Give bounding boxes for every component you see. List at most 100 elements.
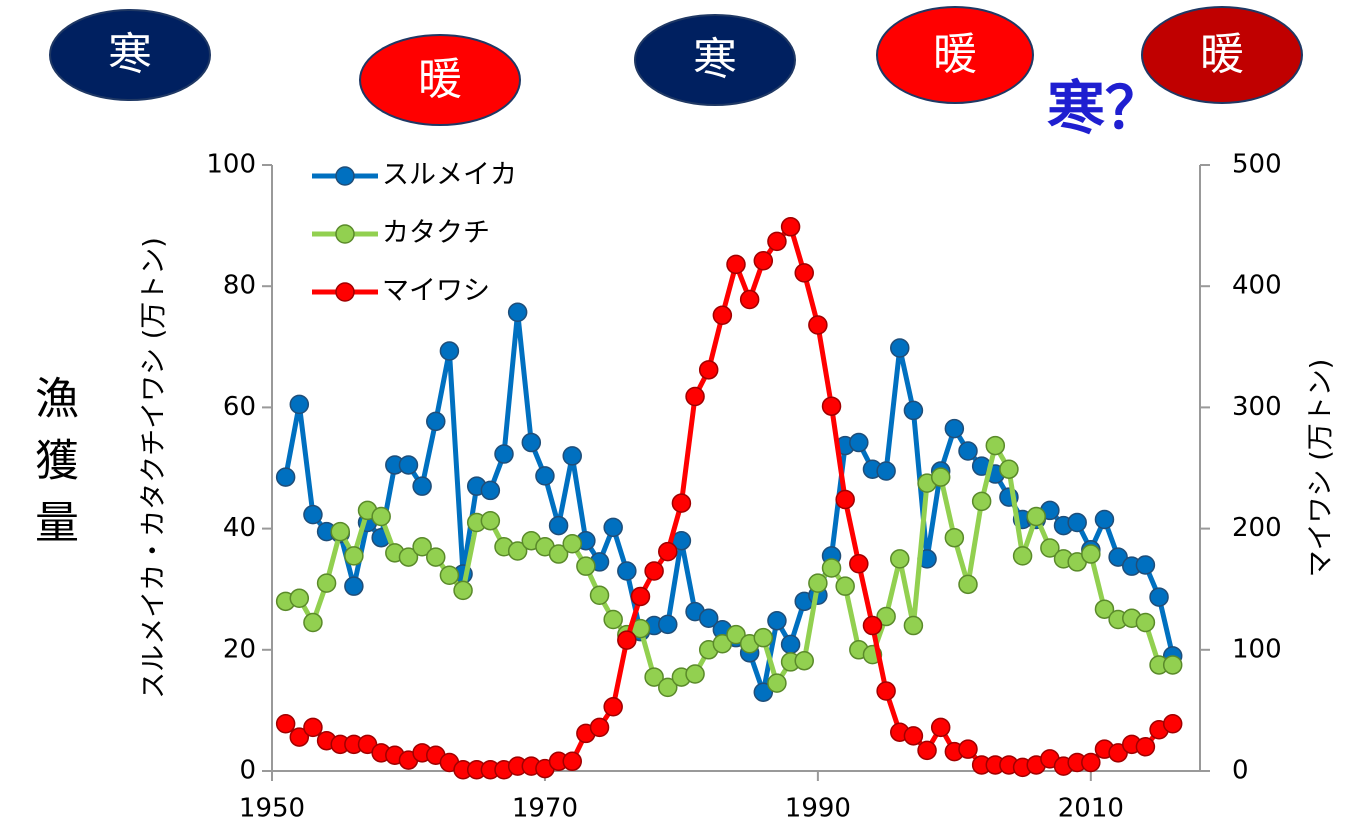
series-marker bbox=[412, 476, 432, 496]
series-marker bbox=[658, 541, 678, 562]
series-marker bbox=[876, 681, 896, 701]
series-marker bbox=[507, 541, 528, 561]
climate-label: 暖 bbox=[1200, 29, 1244, 80]
y-tick-label: 0 bbox=[239, 756, 256, 786]
y-tick-label: 60 bbox=[223, 392, 256, 422]
series-marker bbox=[808, 315, 828, 335]
series-marker bbox=[344, 576, 364, 596]
series-marker bbox=[316, 573, 337, 593]
series-marker bbox=[685, 386, 705, 407]
climate-oval bbox=[634, 14, 796, 106]
series-marker bbox=[890, 549, 910, 569]
series-marker bbox=[985, 435, 1006, 456]
series-marker bbox=[794, 263, 814, 283]
series-marker bbox=[535, 466, 555, 486]
series-marker bbox=[1012, 546, 1033, 566]
y2-tick-label: 200 bbox=[1232, 513, 1282, 543]
series-marker bbox=[958, 739, 978, 759]
series-marker bbox=[562, 534, 582, 554]
series-marker bbox=[712, 633, 733, 654]
series-marker bbox=[835, 489, 855, 510]
y-tick-label: 80 bbox=[223, 271, 256, 301]
series-marker bbox=[698, 360, 719, 380]
legend-marker bbox=[335, 224, 355, 244]
series-marker bbox=[930, 717, 951, 738]
series-marker bbox=[780, 217, 801, 237]
climate-label: 寒 bbox=[108, 29, 152, 80]
series-marker bbox=[480, 510, 501, 531]
series-marker bbox=[548, 515, 569, 536]
series-marker bbox=[753, 682, 774, 702]
series-marker bbox=[412, 537, 432, 557]
x-tick-label: 1970 bbox=[512, 794, 578, 824]
series-marker bbox=[630, 586, 651, 607]
climate-oval bbox=[359, 34, 521, 126]
series-marker bbox=[917, 740, 937, 761]
series-marker bbox=[890, 338, 910, 358]
series-marker bbox=[794, 650, 814, 671]
series-marker bbox=[767, 673, 787, 693]
series-marker bbox=[1094, 599, 1115, 619]
series-line bbox=[283, 224, 1174, 773]
series-marker bbox=[862, 615, 883, 636]
series-marker bbox=[671, 493, 692, 513]
series-marker bbox=[1135, 737, 1156, 757]
series-marker bbox=[275, 467, 296, 487]
series-marker bbox=[521, 432, 542, 453]
climate-label: 寒 bbox=[693, 34, 737, 85]
y2-tick-label: 100 bbox=[1232, 634, 1282, 664]
series-marker bbox=[821, 558, 842, 578]
series-marker bbox=[548, 544, 569, 564]
series-marker bbox=[698, 608, 719, 629]
series-marker bbox=[330, 521, 350, 542]
series-marker bbox=[849, 432, 869, 453]
series-marker bbox=[930, 467, 951, 487]
series-marker bbox=[1135, 612, 1156, 633]
series-marker bbox=[344, 546, 364, 566]
series-marker bbox=[726, 624, 746, 645]
series-marker bbox=[494, 444, 514, 464]
series-marker bbox=[398, 547, 419, 567]
series-marker bbox=[562, 446, 582, 466]
x-tick-label: 2010 bbox=[1058, 794, 1124, 824]
series-marker bbox=[835, 576, 855, 596]
series-marker bbox=[808, 573, 828, 593]
series-marker bbox=[658, 614, 678, 635]
series-marker bbox=[1040, 538, 1060, 558]
series-marker bbox=[617, 630, 637, 650]
y2-axis-label: マイワシ (万トン) bbox=[1306, 359, 1337, 578]
y-tick-label: 40 bbox=[223, 513, 256, 543]
series-marker bbox=[849, 553, 869, 574]
series-marker bbox=[944, 527, 965, 548]
y2-tick-label: 400 bbox=[1232, 271, 1282, 301]
series-marker bbox=[1026, 506, 1046, 527]
series-marker bbox=[1108, 547, 1128, 567]
series-marker bbox=[999, 459, 1019, 479]
legend-label: マイワシ bbox=[382, 276, 490, 307]
series-marker bbox=[1081, 752, 1101, 773]
climate-oval bbox=[49, 9, 211, 101]
series-marker bbox=[426, 411, 446, 432]
series-marker bbox=[1162, 713, 1183, 734]
series-marker bbox=[426, 547, 446, 567]
series-marker bbox=[453, 580, 473, 601]
series-marker bbox=[439, 565, 460, 586]
series-marker bbox=[589, 717, 610, 738]
climate-label: 暖 bbox=[418, 54, 462, 105]
series-marker bbox=[562, 751, 582, 772]
series-marker bbox=[958, 441, 978, 461]
x-tick-label: 1990 bbox=[785, 794, 851, 824]
legend-marker bbox=[335, 282, 355, 302]
series-marker bbox=[903, 400, 924, 421]
series-marker bbox=[1081, 544, 1101, 564]
series-marker bbox=[780, 634, 801, 655]
series-marker bbox=[753, 250, 774, 271]
series-marker bbox=[1067, 512, 1087, 533]
series-marker bbox=[617, 561, 637, 581]
climate-oval bbox=[1141, 6, 1303, 104]
series-marker bbox=[726, 254, 746, 275]
series-marker bbox=[767, 231, 787, 252]
series-marker bbox=[971, 491, 992, 512]
series-marker bbox=[1162, 655, 1183, 675]
series-marker bbox=[289, 394, 310, 415]
